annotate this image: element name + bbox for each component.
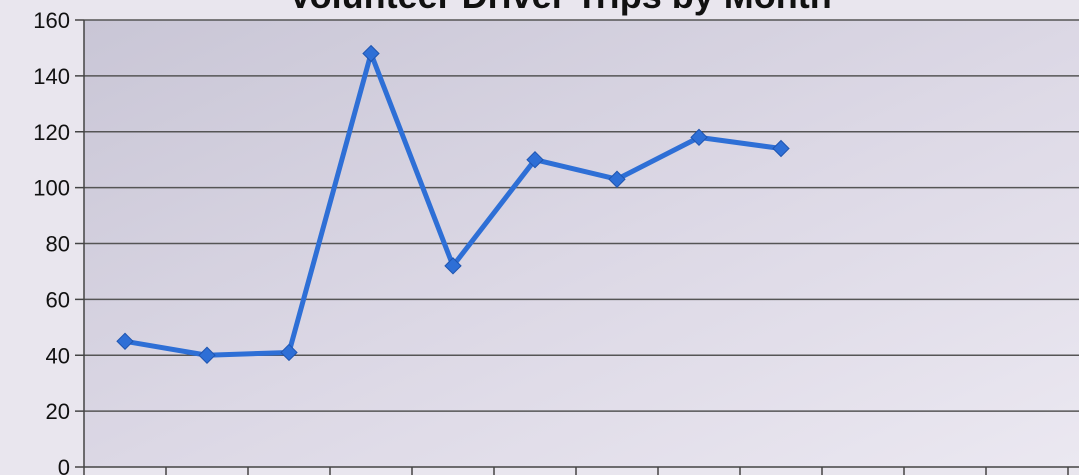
data-point-0 bbox=[116, 332, 134, 350]
y-tick-label-120: 120 bbox=[33, 120, 70, 145]
data-point-7 bbox=[690, 128, 708, 147]
y-tick-label-40: 40 bbox=[46, 343, 70, 368]
axes bbox=[75, 19, 1079, 475]
y-tick-label-0: 0 bbox=[58, 455, 70, 475]
y-tick-label-80: 80 bbox=[46, 232, 70, 257]
y-tick-label-20: 20 bbox=[46, 399, 70, 424]
data-point-3 bbox=[362, 44, 380, 63]
y-tick-label-160: 160 bbox=[33, 8, 70, 33]
data-point-8 bbox=[772, 139, 790, 158]
series bbox=[116, 44, 790, 364]
y-tick-label-140: 140 bbox=[33, 64, 70, 89]
y-tick-labels: 0 20 40 60 80 100 120 140 160 bbox=[33, 8, 70, 475]
chart-title: Volunteer Driver Trips by Month bbox=[288, 0, 831, 16]
data-point-1 bbox=[198, 346, 216, 364]
y-tick-label-60: 60 bbox=[46, 287, 70, 312]
data-point-2 bbox=[280, 343, 298, 362]
data-point-4 bbox=[444, 257, 462, 275]
data-point-5 bbox=[526, 150, 544, 169]
data-point-6 bbox=[608, 170, 626, 188]
y-tick-label-100: 100 bbox=[33, 176, 70, 201]
